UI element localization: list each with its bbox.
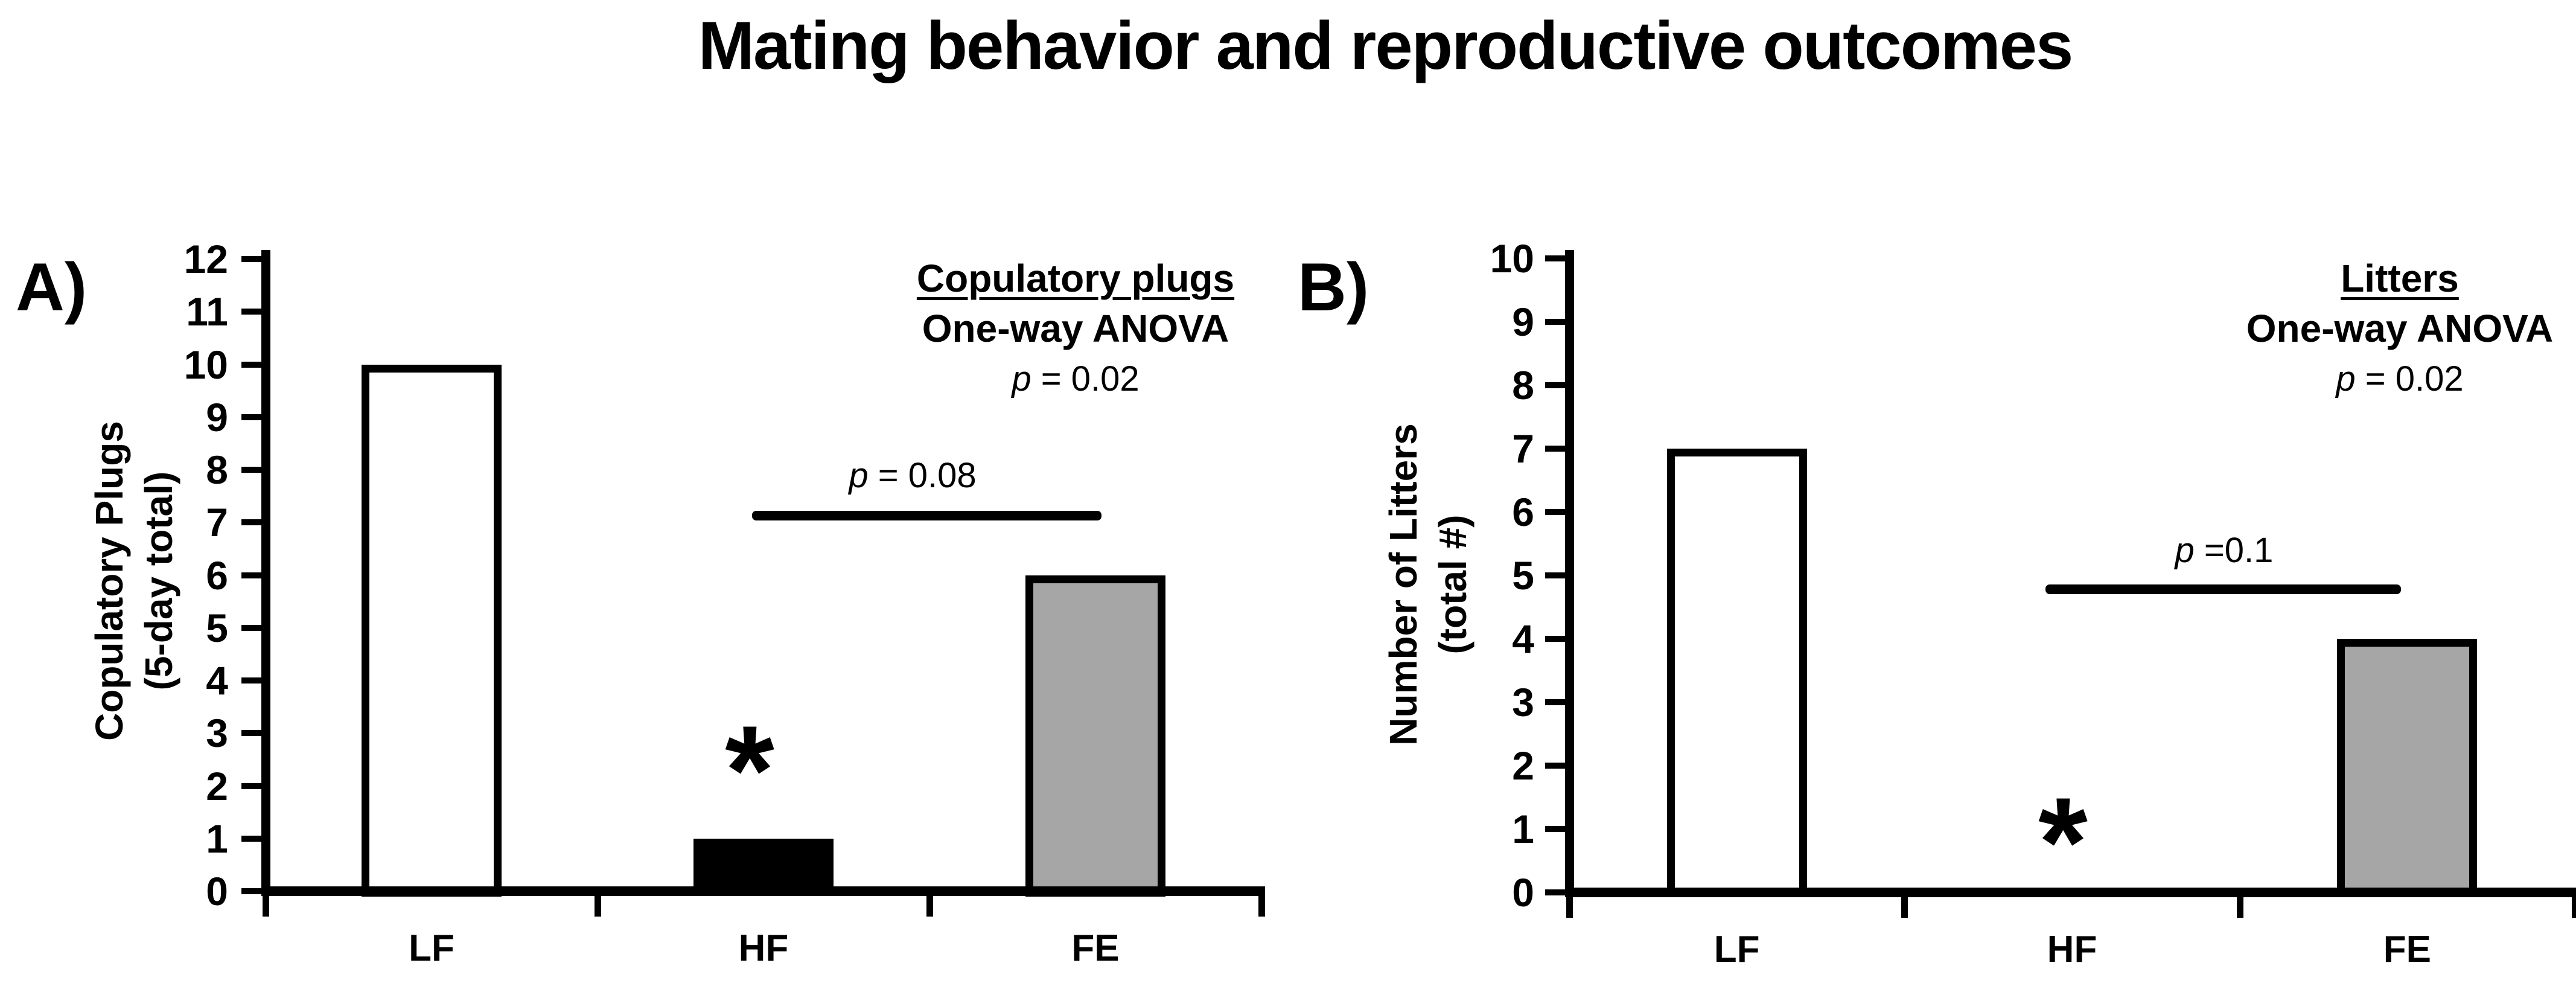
stats-note-test: One-way ANOVA [922, 307, 1229, 350]
y-tick-label: 0 [206, 869, 228, 914]
y-tick-label: 1 [206, 816, 228, 861]
y-tick-label: 6 [206, 552, 228, 598]
y-tick [1545, 699, 1566, 705]
comparison-bar [752, 511, 1101, 520]
y-tick-label: 5 [1512, 553, 1534, 598]
bar-fe [2337, 639, 2478, 897]
y-tick [1545, 889, 1566, 895]
x-tick [2572, 897, 2576, 918]
significance-asterisk: * [2038, 771, 2088, 913]
x-tick [1566, 897, 1573, 918]
panel-letter-label: A) [16, 249, 88, 325]
bar-lf [1666, 449, 1807, 897]
y-tick-label: 11 [186, 289, 228, 335]
significance-asterisk: * [725, 699, 774, 841]
y-tick-label: 3 [206, 711, 228, 756]
y-tick [1545, 826, 1566, 832]
y-tick [241, 835, 262, 842]
y-tick [241, 888, 262, 894]
bar-fe [1025, 575, 1165, 897]
stats-note-heading: Copulatory plugs [916, 257, 1235, 300]
x-category-label-hf: HF [2047, 929, 2097, 970]
stats-note-heading: Litters [2341, 257, 2459, 300]
y-tick-label: 9 [206, 394, 228, 440]
x-tick [2236, 897, 2243, 918]
y-tick [1545, 446, 1566, 452]
comparison-bar [2045, 584, 2401, 594]
x-tick [926, 896, 933, 917]
x-axis-line [1565, 888, 2576, 897]
x-tick [263, 896, 269, 917]
x-tick [1258, 896, 1265, 917]
y-tick [1545, 572, 1566, 578]
x-axis-line [261, 886, 1265, 896]
stats-note-pvalue: p = 0.02 [2336, 359, 2464, 399]
x-category-label-fe: FE [1071, 927, 1120, 969]
x-tick [595, 896, 601, 917]
comparison-pvalue-label: p =0.1 [2175, 531, 2274, 570]
y-tick [241, 467, 262, 473]
y-tick-label: 1 [1512, 807, 1534, 851]
y-tick [1545, 255, 1566, 261]
y-tick [1545, 509, 1566, 515]
y-tick-label: 9 [1512, 299, 1534, 344]
y-tick [241, 783, 262, 789]
y-tick-label: 0 [1512, 870, 1534, 915]
y-tick [241, 309, 262, 315]
y-tick-label: 5 [206, 605, 228, 650]
x-tick [1901, 897, 1908, 918]
stats-note-pvalue: p = 0.02 [1012, 359, 1140, 399]
x-category-label-lf: LF [409, 927, 454, 969]
y-tick [241, 677, 262, 683]
x-category-label-hf: HF [738, 927, 789, 969]
panel-letter-label: B) [1298, 249, 1369, 325]
y-tick [1545, 763, 1566, 769]
y-tick-label: 4 [1512, 616, 1534, 661]
y-tick [241, 414, 262, 420]
comparison-pvalue-label: p = 0.08 [849, 456, 977, 495]
y-tick-label: 8 [1512, 363, 1534, 408]
y-tick [241, 624, 262, 631]
y-tick [241, 256, 262, 262]
x-category-label-lf: LF [1714, 929, 1760, 970]
y-tick [1545, 319, 1566, 325]
y-tick-label: 2 [1512, 743, 1534, 788]
y-tick-label: 8 [206, 447, 228, 492]
y-tick-label: 7 [206, 500, 228, 545]
y-tick-label: 2 [206, 763, 228, 808]
y-axis-line [261, 250, 270, 896]
y-axis-line [1565, 250, 1574, 897]
stats-note-test: One-way ANOVA [2246, 307, 2554, 350]
y-tick-label: 10 [1490, 236, 1534, 281]
y-tick-label: 4 [206, 658, 228, 703]
stats-note: Copulatory plugs One-way ANOVA p = 0.02 [774, 254, 1377, 404]
stats-note: Litters One-way ANOVA p = 0.02 [2098, 254, 2576, 404]
x-category-label-fe: FE [2383, 929, 2431, 970]
figure-title: Mating behavior and reproductive outcome… [698, 8, 2074, 83]
bar-lf [362, 365, 502, 897]
y-tick-label: 10 [183, 342, 228, 387]
y-tick [241, 572, 262, 578]
y-tick [241, 730, 262, 737]
y-tick-label: 3 [1512, 680, 1534, 725]
y-tick-label: 6 [1512, 490, 1534, 534]
y-tick [1545, 382, 1566, 388]
y-tick-label: 7 [1512, 426, 1534, 471]
y-tick [1545, 636, 1566, 642]
y-tick [241, 519, 262, 526]
y-tick-label: 12 [183, 237, 228, 281]
y-tick [241, 361, 262, 368]
